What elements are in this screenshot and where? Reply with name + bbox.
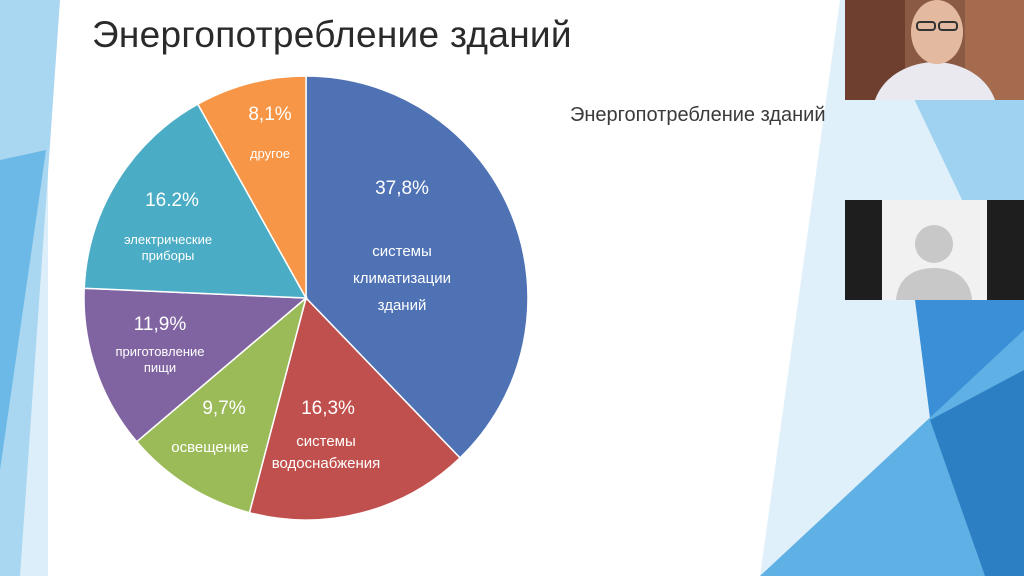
shirt-shape xyxy=(875,62,995,100)
pie-category-label-other: другое xyxy=(250,146,290,161)
glasses-right xyxy=(938,21,958,31)
pie-slice-water xyxy=(248,296,462,521)
pie-pct-label-cooking: 11,9% xyxy=(134,314,187,335)
slide-subtitle: Энергопотребление зданий xyxy=(570,104,826,126)
right-decor-panel-4 xyxy=(930,370,1024,576)
pie-category-label-lighting: освещение xyxy=(171,439,249,456)
pie-slice-other xyxy=(196,75,307,301)
face-shape xyxy=(911,0,963,64)
glasses-left xyxy=(916,21,936,31)
participant-video-2[interactable] xyxy=(845,200,1024,300)
pie-pct-label-climate: 37,8% xyxy=(375,178,429,199)
pie-slice-appliances xyxy=(83,103,308,299)
pie-pct-label-water: 16,3% xyxy=(301,398,355,419)
slide-title: Энергопотребление зданий xyxy=(92,14,572,55)
pie-category-label-climate: системы климатизации зданий xyxy=(353,243,451,314)
pie-category-label-cooking: приготовление пищи xyxy=(115,344,204,375)
avatar-panel xyxy=(882,200,987,300)
right-decor-panel-3 xyxy=(760,330,1024,576)
pie-category-label-water: системы водоснабжения xyxy=(272,433,381,472)
avatar-placeholder-icon xyxy=(896,225,972,300)
pie-category-label-appliances: электрические приборы xyxy=(124,232,212,263)
participant-video-1[interactable] xyxy=(845,0,1024,100)
left-decor-stripe xyxy=(0,0,60,576)
presenter-video-frame xyxy=(845,0,1024,100)
pie-slice-climate xyxy=(305,75,529,459)
pie-pct-label-lighting: 9,7% xyxy=(202,398,245,419)
pie-slice-lighting xyxy=(135,295,308,514)
pie-pct-label-other: 8,1% xyxy=(248,104,291,125)
left-decor-triangle xyxy=(0,150,46,470)
pie-pct-label-appliances: 16.2% xyxy=(145,190,199,211)
pie-slice-cooking xyxy=(83,287,308,443)
